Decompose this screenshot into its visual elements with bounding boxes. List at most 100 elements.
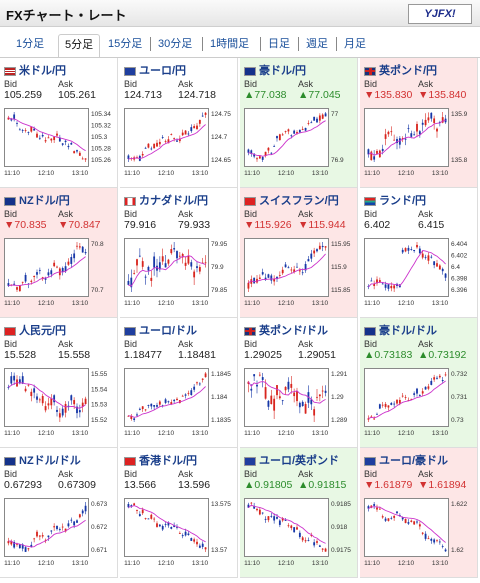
tab-1[interactable]: 1分足 (16, 38, 45, 50)
pair-name[interactable]: NZドル/円 (4, 192, 70, 208)
pair-name[interactable]: 豪ドル/ドル (364, 322, 437, 338)
pair-name[interactable]: ユーロ/ドル (124, 322, 197, 338)
candle-body (438, 375, 441, 378)
pair-name[interactable]: 豪ドル/円 (244, 62, 306, 78)
rate-card[interactable]: 英ポンド/ドル Bid 1.29025 Ask 1.29051 1.291 1.29 1.28… (240, 318, 358, 448)
moving-average-line (128, 255, 206, 287)
y-tick-label: 13.57 (211, 547, 228, 554)
mini-candle-chart[interactable]: 1.291 1.29 1.289 11:10 12:10 13:10 (244, 368, 354, 442)
candle-body (47, 272, 50, 276)
candle-body (270, 275, 273, 281)
candle-body (281, 400, 284, 402)
pair-label: スイスフラン/円 (259, 195, 339, 207)
mini-candle-chart[interactable]: 124.75 124.7 124.65 11:10 12:10 13:10 (124, 108, 234, 182)
candle-body (33, 388, 36, 393)
rate-card[interactable]: ランド/円 Bid 6.402 Ask 6.415 6.404 6.402 6.4 6.398 6… (360, 188, 478, 318)
x-tick-label: 12:10 (278, 170, 295, 177)
mini-candle-chart[interactable]: 135.9 135.8 11:10 12:10 13:10 (364, 108, 474, 182)
rate-card[interactable]: スイスフラン/円 Bid ▼115.926 Ask ▼115.944 115.95 115.… (240, 188, 358, 318)
candle-body (387, 405, 390, 408)
candle-body (181, 132, 184, 136)
pair-name[interactable]: ユーロ/豪ドル (364, 452, 448, 468)
rate-card[interactable]: ユーロ/円 Bid 124.713 Ask 124.718 124.75 124.7 124.… (120, 58, 238, 188)
candle-body (278, 396, 281, 399)
rate-card[interactable]: NZドル/ドル Bid 0.67293 Ask 0.67309 0.673 0.672 0.6… (0, 448, 118, 578)
rate-card[interactable]: ユーロ/ドル Bid 1.18477 Ask 1.18481 1.1845 1.184 1.1… (120, 318, 238, 448)
candle-body (84, 252, 87, 254)
candle-body (267, 147, 270, 151)
pair-name[interactable]: ユーロ/英ポンド (244, 452, 339, 468)
candle-body (178, 533, 181, 534)
candle-body (384, 403, 387, 407)
candle-body (187, 392, 190, 394)
moving-average-line (368, 120, 446, 156)
y-tick-label: 6.4 (451, 264, 460, 271)
x-tick-label: 11:10 (364, 300, 380, 307)
x-tick-label: 12:10 (398, 300, 415, 307)
candle-body (178, 255, 181, 257)
candle-body (64, 140, 67, 143)
x-tick-label: 12:10 (278, 300, 295, 307)
mini-candle-chart[interactable]: 77 76.9 11:10 12:10 13:10 (244, 108, 354, 182)
ask-value: 79.933 (178, 219, 211, 231)
pair-name[interactable]: 米ドル/円 (4, 62, 66, 78)
pair-name[interactable]: NZドル/ドル (4, 452, 81, 468)
mini-candle-chart[interactable]: 15.55 15.54 15.53 15.52 11:10 12:10 13:10 (4, 368, 114, 442)
mini-candle-chart[interactable]: 0.673 0.672 0.671 11:10 12:10 13:10 (4, 498, 114, 572)
pair-name[interactable]: 人民元/円 (4, 322, 66, 338)
rate-card[interactable]: 英ポンド/円 Bid ▼135.830 Ask ▼135.840 135.9 135.8 11… (360, 58, 478, 188)
rate-card[interactable]: ユーロ/英ポンド Bid ▲0.91805 Ask ▲0.91815 0.9185 0.91… (240, 448, 358, 578)
mini-candle-chart[interactable]: 105.34 105.32 105.3 105.28 105.26 11:10 12:10 1… (4, 108, 114, 182)
candle-body (56, 133, 58, 136)
pair-name[interactable]: ランド/円 (364, 192, 426, 208)
candle-body (367, 149, 370, 155)
tab-7[interactable]: 週足 (306, 38, 328, 50)
candle-body (144, 409, 147, 411)
pair-name[interactable]: スイスフラン/円 (244, 192, 339, 208)
rate-card[interactable]: 香港ドル/円 Bid 13.566 Ask 13.596 13.575 13.57 11:10… (120, 448, 238, 578)
candle-body (73, 151, 76, 154)
candle-body (70, 395, 73, 401)
candle-body (258, 277, 261, 279)
mini-candle-chart[interactable]: 13.575 13.57 11:10 12:10 13:10 (124, 498, 234, 572)
candle-body (247, 282, 250, 289)
bid-value: 1.29025 (244, 349, 282, 361)
candle-body (430, 380, 433, 385)
mini-candle-chart[interactable]: 6.404 6.402 6.4 6.398 6.396 11:10 12:10 13:10 (364, 238, 474, 312)
tab-4[interactable]: 30分足 (158, 38, 193, 50)
rate-card[interactable]: 豪ドル/ドル Bid ▲0.73183 Ask ▲0.73192 0.732 0.731 0.… (360, 318, 478, 448)
candle-body (33, 128, 36, 131)
candle-body (421, 253, 424, 258)
candle-body (293, 269, 296, 273)
rate-card[interactable]: NZドル/円 Bid ▼70.835 Ask ▼70.847 70.8 70.7 11:10 1… (0, 188, 118, 318)
rate-card[interactable]: 人民元/円 Bid 15.528 Ask 15.558 15.55 15.54 15.53 15… (0, 318, 118, 448)
tab-6[interactable]: 日足 (268, 38, 290, 50)
mini-candle-chart[interactable]: 1.1845 1.184 1.1835 11:10 12:10 13:10 (124, 368, 234, 442)
mini-candle-chart[interactable]: 1.622 1.62 11:10 12:10 13:10 (364, 498, 474, 572)
candle-body (10, 376, 13, 384)
candle-body (18, 129, 21, 131)
mini-candle-chart[interactable]: 79.95 79.9 79.85 11:10 12:10 13:10 (124, 238, 234, 312)
mini-candle-chart[interactable]: 70.8 70.7 11:10 12:10 13:10 (4, 238, 114, 312)
mini-candle-chart[interactable]: 115.95 115.9 115.85 11:10 12:10 13:10 (244, 238, 354, 312)
pair-name[interactable]: カナダドル/円 (124, 192, 208, 208)
candle-body (130, 277, 133, 288)
candle-body (76, 406, 78, 414)
candle-body (196, 125, 198, 130)
pair-name[interactable]: 英ポンド/ドル (244, 322, 328, 338)
tab-2[interactable]: 5分足 (58, 34, 101, 57)
tab-3[interactable]: 15分足 (108, 38, 143, 50)
rate-card[interactable]: 米ドル/円 Bid 105.259 Ask 105.261 105.34 105.32 105… (0, 58, 118, 188)
rate-card[interactable]: ユーロ/豪ドル Bid ▼1.61879 Ask ▼1.61894 1.622 1.62 11… (360, 448, 478, 578)
tab-5[interactable]: 1時間足 (210, 38, 250, 50)
mini-candle-chart[interactable]: 0.9185 0.918 0.9175 11:10 12:10 13:10 (244, 498, 354, 572)
pair-name[interactable]: 香港ドル/円 (124, 452, 197, 468)
brand-logo[interactable]: YJFX! (408, 4, 472, 24)
pair-name[interactable]: 英ポンド/円 (364, 62, 437, 78)
mini-candle-chart[interactable]: 0.732 0.731 0.73 11:10 12:10 13:10 (364, 368, 474, 442)
pair-name[interactable]: ユーロ/円 (124, 62, 186, 78)
rate-card[interactable]: 豪ドル/円 Bid ▲77.038 Ask ▲77.045 77 76.9 11:10 12:1… (240, 58, 358, 188)
candle-body (387, 518, 390, 521)
tab-8[interactable]: 月足 (344, 38, 366, 50)
rate-card[interactable]: カナダドル/円 Bid 79.916 Ask 79.933 79.95 79.9 79.85 1… (120, 188, 238, 318)
